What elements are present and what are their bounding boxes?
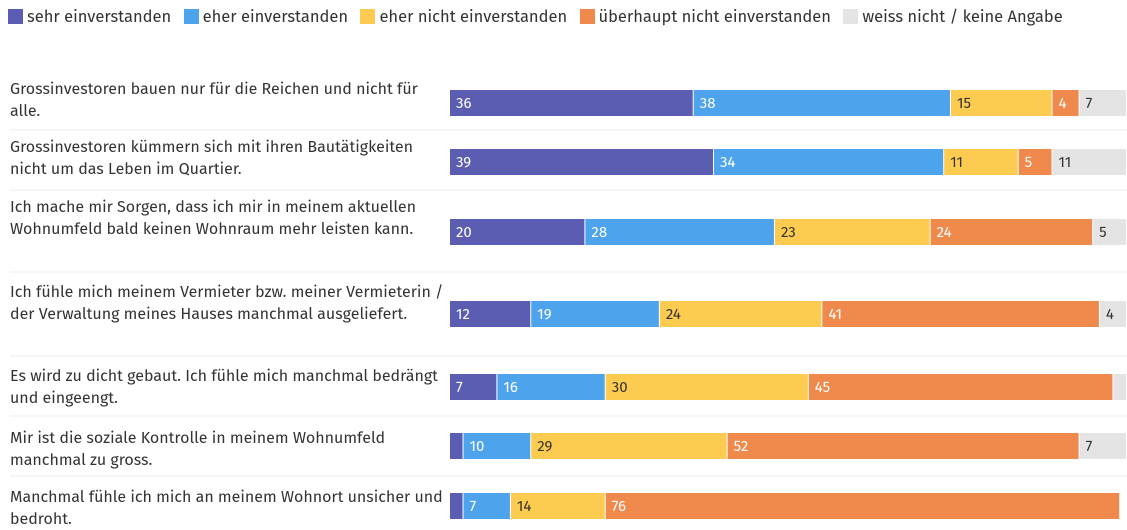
bar-segment [585,219,774,245]
data-label: 11 [950,153,963,171]
legend-swatch [183,9,199,24]
legend-item: sehr einverstanden [8,8,171,27]
bar-segment [531,433,727,459]
data-label: 4 [1106,305,1114,323]
bar-segment [497,374,605,400]
bar-segment [930,219,1093,245]
data-label: 12 [456,305,470,323]
data-label: 36 [456,94,471,112]
bar-segment [1113,374,1126,400]
data-label: 7 [1086,94,1093,112]
data-label: 5 [1099,223,1107,241]
data-label: 52 [734,437,749,455]
data-label: 30 [612,378,628,396]
row-label: Manchmal fühle ich mich an meinem Wohnor… [10,488,443,529]
legend-label: eher nicht einverstanden [379,8,568,27]
legend-label: eher einverstanden [202,8,349,27]
data-label: 14 [517,497,531,515]
data-label: 39 [456,153,471,171]
bar-segment [1099,301,1126,327]
bar-segment [944,149,1018,175]
bar-segment [450,374,497,400]
data-label: 11 [1059,153,1072,171]
data-label: 16 [503,378,518,396]
bar-segment [510,493,605,519]
row-label: Mir ist die soziale Kontrolle in meinem … [10,429,386,470]
bar-segment [531,301,659,327]
legend-swatch [843,9,859,24]
bar-segment [714,149,944,175]
data-label: 45 [815,378,830,396]
bar-segment [1079,433,1126,459]
bar-segment [450,433,463,459]
data-label: 4 [1059,94,1067,112]
bar-segment [463,433,531,459]
data-label: 19 [537,305,551,323]
legend: sehr einverstanden eher einverstanden eh… [8,4,1118,31]
bar-segment [727,433,1079,459]
data-label: 5 [1025,153,1033,171]
bar-segment [450,493,463,519]
legend-swatch [8,9,23,24]
bar-segment [1093,219,1126,245]
data-label: 7 [470,497,477,515]
row-label: Ich mache mir Sorgen, dass ich mir in me… [10,198,417,239]
bar-segment [950,90,1052,116]
data-label: 7 [456,378,463,396]
data-label: 24 [666,305,681,323]
legend-label: weiss nicht / keine Angabe [862,8,1063,27]
bar-segment [605,374,808,400]
bar-segment [808,374,1113,400]
data-label: 23 [781,223,796,241]
bar-segment [450,219,585,245]
data-label: 7 [1086,437,1093,455]
data-label: 24 [937,223,952,241]
bar-segment [693,90,950,116]
legend-label: sehr einverstanden [27,8,172,27]
data-label: 28 [591,223,607,241]
legend-swatch [360,9,376,24]
data-label: 15 [957,94,971,112]
bar-segment [822,301,1099,327]
data-label: 38 [700,94,716,112]
bar-segment [1052,90,1079,116]
legend-item: überhaupt nicht einverstanden [579,8,831,27]
legend-swatch [579,9,595,24]
legend-item: eher nicht einverstanden [360,8,567,27]
bar-segment [450,149,714,175]
data-label: 29 [537,437,552,455]
bar-segment [774,219,930,245]
legend-label: überhaupt nicht einverstanden [598,8,831,27]
data-label: 34 [720,153,735,171]
row-label: Grossinvestoren kümmern sich mit ihren B… [10,138,413,179]
bar-segment [1018,149,1052,175]
bar-segment [463,493,510,519]
data-label: 76 [612,497,626,515]
bar-segment [659,301,822,327]
legend-item: weiss nicht / keine Angabe [843,8,1063,27]
legend-item: eher einverstanden [183,8,349,27]
bar-segment [1052,149,1126,175]
data-label: 10 [470,437,485,455]
row-label: Es wird zu dicht gebaut. Ich fühle mich … [10,367,438,408]
bar-segment [450,90,693,116]
row-label: Grossinvestoren bauen nur für die Reiche… [10,80,418,121]
row-label: Ich fühle mich meinem Vermieter bzw. mei… [10,283,444,324]
bar-segment [450,301,531,327]
bar-segment [605,493,1120,519]
data-label: 20 [456,223,472,241]
data-label: 41 [828,305,842,323]
bar-segment [1079,90,1126,116]
